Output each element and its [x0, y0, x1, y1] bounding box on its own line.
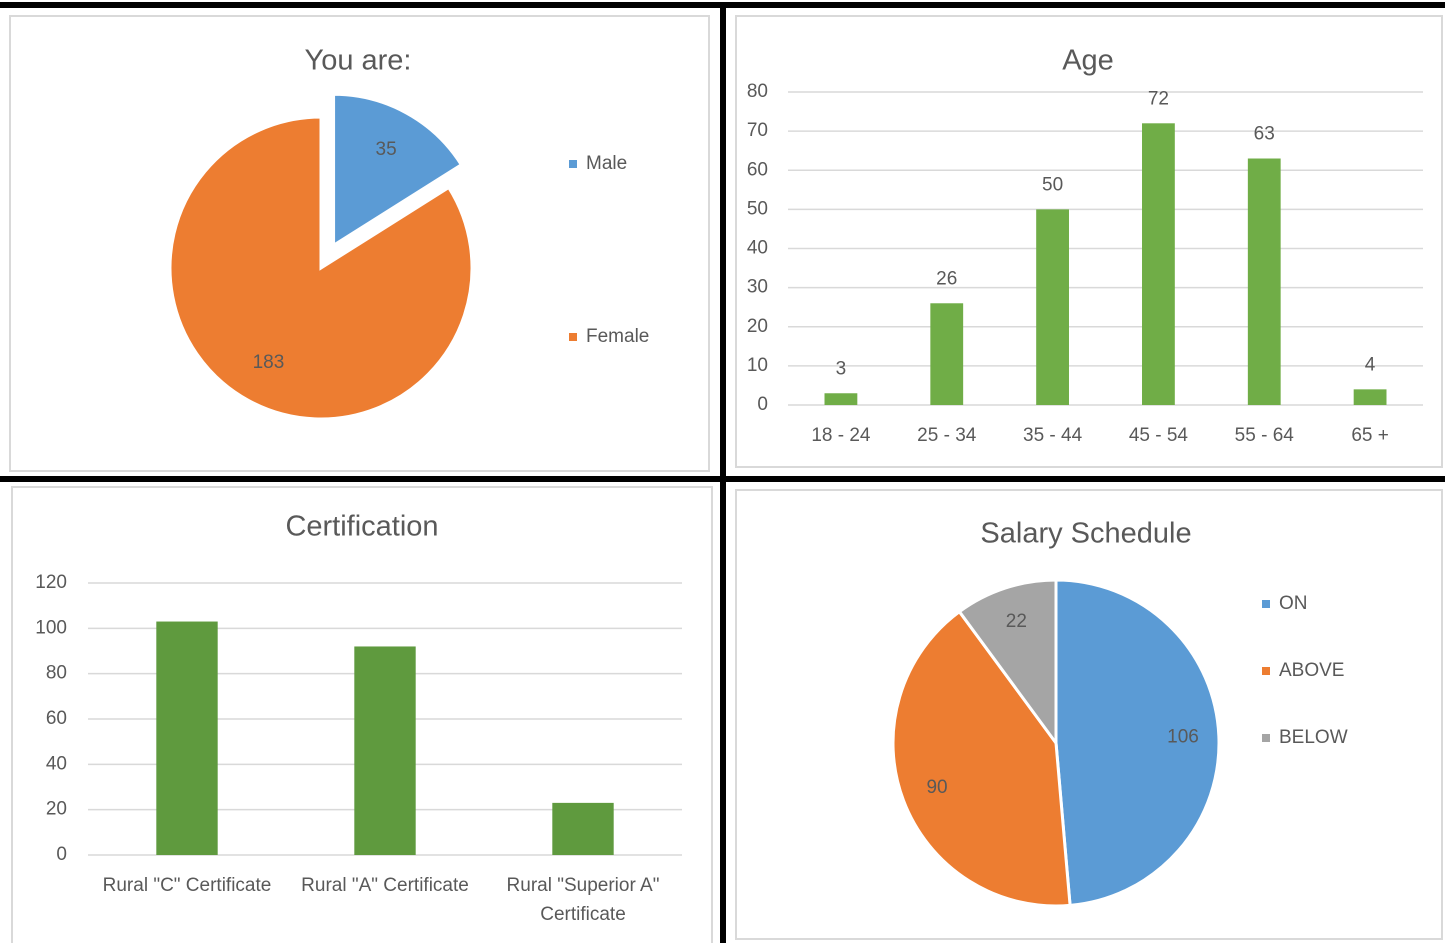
legend-label: ON [1279, 593, 1308, 614]
y-tick-label: 20 [747, 316, 768, 337]
y-tick-label: 30 [747, 277, 768, 298]
pie-slice [957, 578, 1058, 748]
bar [1142, 123, 1175, 406]
y-tick-label: 40 [747, 238, 768, 259]
data-label: 22 [1006, 611, 1027, 632]
data-label: 183 [253, 352, 285, 373]
x-tick-label: 35 - 44 [1023, 425, 1083, 446]
y-tick-label: 0 [757, 394, 768, 415]
x-tick-label: 45 - 54 [1129, 425, 1189, 446]
legend-label: BELOW [1279, 727, 1348, 748]
data-label: 63 [1254, 124, 1275, 145]
data-label: 90 [926, 777, 947, 798]
legend-marker [1262, 667, 1270, 675]
legend-label: Female [586, 326, 649, 347]
pie-slice [332, 92, 464, 248]
y-tick-label: 80 [46, 663, 67, 684]
data-label: 106 [1167, 727, 1199, 748]
x-tick-label: 18 - 24 [811, 425, 871, 446]
y-tick-label: 20 [46, 799, 67, 820]
legend-marker [1262, 734, 1270, 742]
panel [735, 15, 1443, 468]
bar [1353, 389, 1387, 405]
legend-label: ABOVE [1279, 660, 1344, 681]
legend-marker [569, 333, 577, 341]
y-tick-label: 100 [35, 617, 67, 638]
pie-slice [1054, 578, 1221, 908]
data-label: 26 [936, 268, 957, 289]
bar [1036, 209, 1069, 405]
bar [354, 646, 416, 855]
legend-marker [1262, 600, 1270, 608]
x-tick-label: Rural "A" Certificate [301, 875, 469, 896]
data-label: 50 [1042, 174, 1063, 195]
x-tick-label: Rural "C" Certificate [103, 875, 272, 896]
data-label: 4 [1365, 354, 1376, 375]
data-label: 72 [1148, 88, 1169, 109]
chart-title: Salary Schedule [980, 518, 1191, 550]
y-tick-label: 60 [46, 708, 67, 729]
x-tick-label: 65 + [1351, 425, 1389, 446]
data-label: 35 [376, 139, 397, 160]
y-tick-label: 0 [56, 844, 67, 865]
bar [824, 393, 858, 405]
pie-slice [168, 115, 474, 421]
data-label: 3 [836, 358, 847, 379]
y-tick-label: 120 [35, 572, 67, 593]
divider [720, 2, 726, 943]
y-tick-label: 80 [747, 81, 768, 102]
bar [1247, 158, 1281, 405]
x-tick-label: Rural "Superior A" Certificate [507, 875, 660, 925]
legend-label: Male [586, 153, 627, 174]
bar [552, 802, 614, 855]
chart-title: Certification [285, 511, 438, 543]
x-tick-label: 55 - 64 [1235, 425, 1295, 446]
y-tick-label: 50 [747, 198, 768, 219]
legend-marker [569, 160, 577, 168]
x-tick-label: 25 - 34 [917, 425, 977, 446]
y-tick-label: 70 [747, 120, 768, 141]
bar [156, 621, 218, 855]
y-tick-label: 60 [747, 159, 768, 180]
pie-slice [891, 609, 1072, 908]
bar [930, 303, 964, 405]
y-tick-label: 40 [46, 753, 67, 774]
y-tick-label: 10 [747, 355, 768, 376]
chart-title: You are: [305, 45, 412, 77]
chart-title: Age [1062, 45, 1114, 77]
